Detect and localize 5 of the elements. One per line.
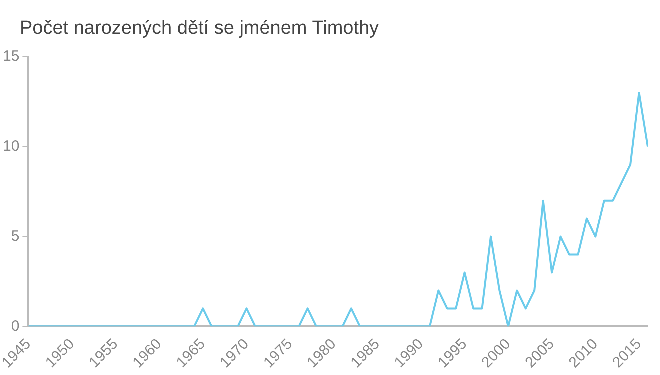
y-tick-label: 10 bbox=[2, 138, 20, 156]
y-tick-label: 0 bbox=[11, 318, 20, 335]
y-tick-label: 5 bbox=[11, 228, 20, 245]
y-tick-label: 15 bbox=[2, 48, 20, 66]
chart-title: Počet narozených dětí se jménem Timothy bbox=[20, 18, 380, 40]
